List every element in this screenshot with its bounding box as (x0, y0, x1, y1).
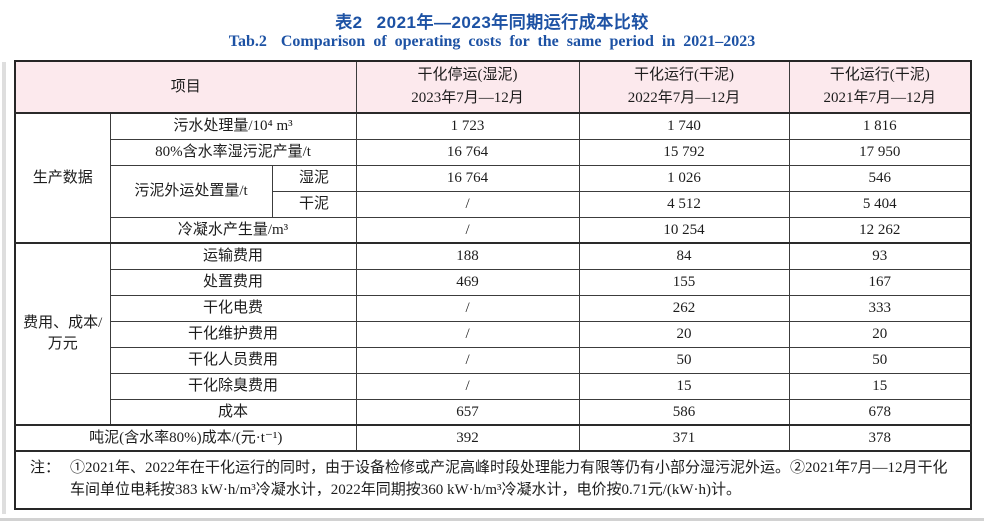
table-wrapper: 项目 干化停运(湿泥) 2023年7月—12月 干化运行(干泥) 2022年7月… (14, 60, 973, 510)
value-cell: 188 (355, 242, 580, 270)
header-row: 项目 干化停运(湿泥) 2023年7月—12月 干化运行(干泥) 2022年7月… (14, 60, 972, 114)
value-cell: / (355, 320, 580, 348)
value-cell: 84 (578, 242, 790, 270)
value-cell: 167 (788, 268, 972, 296)
header-2021-condition: 干化运行(干泥) (829, 67, 930, 83)
row-label-cell: 干化维护费用 (109, 320, 357, 348)
value-cell: 5 404 (788, 190, 972, 218)
row-drying-deodorization: 干化除臭费用 / 15 15 (15, 372, 972, 400)
value-cell: 17 950 (788, 138, 972, 166)
row-total-cost: 成本 657 586 678 (15, 398, 972, 426)
row-condensate-volume: 冷凝水产生量/m³ / 10 254 12 262 (15, 216, 972, 244)
value-cell: 20 (578, 320, 790, 348)
caption-en-text: Comparison of operating costs for the sa… (280, 33, 756, 50)
row-drying-electricity: 干化电费 / 262 333 (15, 294, 972, 322)
value-cell: 155 (578, 268, 790, 296)
value-cell: 1 740 (578, 112, 790, 140)
row-label-cell: 处置费用 (109, 268, 357, 296)
header-2023-cell: 干化停运(湿泥) 2023年7月—12月 (355, 60, 580, 114)
row-sub-label-cell: 湿泥 (271, 164, 357, 192)
row-label-cell: 干化人员费用 (109, 346, 357, 374)
scan-edge-bottom (0, 518, 984, 521)
value-cell: 20 (788, 320, 972, 348)
value-cell: 657 (355, 398, 580, 426)
caption-zh-number: 表2 (335, 13, 363, 32)
row-drying-maintenance: 干化维护费用 / 20 20 (15, 320, 972, 348)
value-cell: 16 764 (355, 138, 580, 166)
value-cell: 16 764 (355, 164, 580, 192)
value-cell: 378 (788, 424, 972, 452)
value-cell: / (355, 216, 580, 244)
header-2022-condition: 干化运行(干泥) (634, 67, 735, 83)
header-item-cell: 项目 (14, 60, 357, 114)
caption-en: Tab.2 Comparison of operating costs for t… (0, 33, 984, 51)
group-production-cell: 生产数据 (14, 112, 111, 244)
header-2021-cell: 干化运行(干泥) 2021年7月—12月 (788, 60, 972, 114)
value-cell: 15 (788, 372, 972, 400)
header-2022-cell: 干化运行(干泥) 2022年7月—12月 (578, 60, 790, 114)
value-cell: / (355, 190, 580, 218)
value-cell: 15 (578, 372, 790, 400)
row-sewage-treated: 生产数据 污水处理量/10⁴ m³ 1 723 1 740 1 816 (14, 112, 972, 244)
row-label-cell: 吨泥(含水率80%)成本/(元·t⁻¹) (14, 424, 357, 452)
value-cell: 333 (788, 294, 972, 322)
caption-en-number: Tab.2 (228, 33, 267, 50)
row-label-cell: 干化除臭费用 (109, 372, 357, 400)
header-2022-period: 2022年7月—12月 (627, 90, 741, 106)
value-cell: 469 (355, 268, 580, 296)
note-label: 注： (30, 460, 61, 476)
row-unit-cost: 吨泥(含水率80%)成本/(元·t⁻¹) 392 371 378 (14, 424, 972, 452)
value-cell: 392 (355, 424, 580, 452)
value-cell: 1 026 (578, 164, 790, 192)
value-cell: 1 816 (788, 112, 972, 140)
value-cell: 50 (788, 346, 972, 374)
row-sub-label-cell: 干泥 (271, 190, 357, 218)
row-transport-cost: 费用、成本/万元 运输费用 188 84 93 (14, 242, 972, 426)
note-row: 注： ①2021年、2022年在干化运行的同时，由于设备检修或产泥高峰时段处理能… (14, 450, 972, 510)
value-cell: 1 723 (355, 112, 580, 140)
row-label-cell: 干化电费 (109, 294, 357, 322)
value-cell: / (355, 372, 580, 400)
row-sludge-outbound-wet: 污泥外运处置量/t 湿泥 16 764 1 026 546 (15, 164, 972, 218)
row-label-cell: 运输费用 (109, 242, 357, 270)
row-label-cell: 污泥外运处置量/t (109, 164, 273, 218)
value-cell: 586 (578, 398, 790, 426)
value-cell: 15 792 (578, 138, 790, 166)
row-wet-sludge-output: 80%含水率湿污泥产量/t 16 764 15 792 17 950 (15, 138, 972, 166)
value-cell: 678 (788, 398, 972, 426)
operating-costs-table: 项目 干化停运(湿泥) 2023年7月—12月 干化运行(干泥) 2022年7月… (14, 60, 973, 510)
value-cell: 262 (578, 294, 790, 322)
value-cell: 546 (788, 164, 972, 192)
caption-zh-text: 2021年—2023年同期运行成本比较 (376, 13, 649, 32)
scan-edge-left (2, 62, 6, 514)
header-2021-period: 2021年7月—12月 (823, 90, 937, 106)
row-label-cell: 污水处理量/10⁴ m³ (109, 112, 357, 140)
value-cell: 12 262 (788, 216, 972, 244)
note-text: ①2021年、2022年在干化运行的同时，由于设备检修或产泥高峰时段处理能力有限… (70, 460, 948, 498)
value-cell: / (355, 346, 580, 374)
row-label-cell: 成本 (109, 398, 357, 426)
row-label-cell: 冷凝水产生量/m³ (109, 216, 357, 244)
value-cell: 10 254 (578, 216, 790, 244)
value-cell: / (355, 294, 580, 322)
note-cell: 注： ①2021年、2022年在干化运行的同时，由于设备检修或产泥高峰时段处理能… (14, 450, 972, 510)
value-cell: 50 (578, 346, 790, 374)
row-drying-staff: 干化人员费用 / 50 50 (15, 346, 972, 374)
value-cell: 93 (788, 242, 972, 270)
header-2023-period: 2023年7月—12月 (411, 90, 524, 106)
caption-zh: 表2 2021年—2023年同期运行成本比较 (0, 8, 984, 33)
header-2023-condition: 干化停运(湿泥) (417, 67, 518, 83)
row-label-cell: 80%含水率湿污泥产量/t (109, 138, 357, 166)
row-disposal-cost: 处置费用 469 155 167 (15, 268, 972, 296)
value-cell: 371 (578, 424, 790, 452)
value-cell: 4 512 (578, 190, 790, 218)
group-cost-cell: 费用、成本/万元 (14, 242, 111, 426)
